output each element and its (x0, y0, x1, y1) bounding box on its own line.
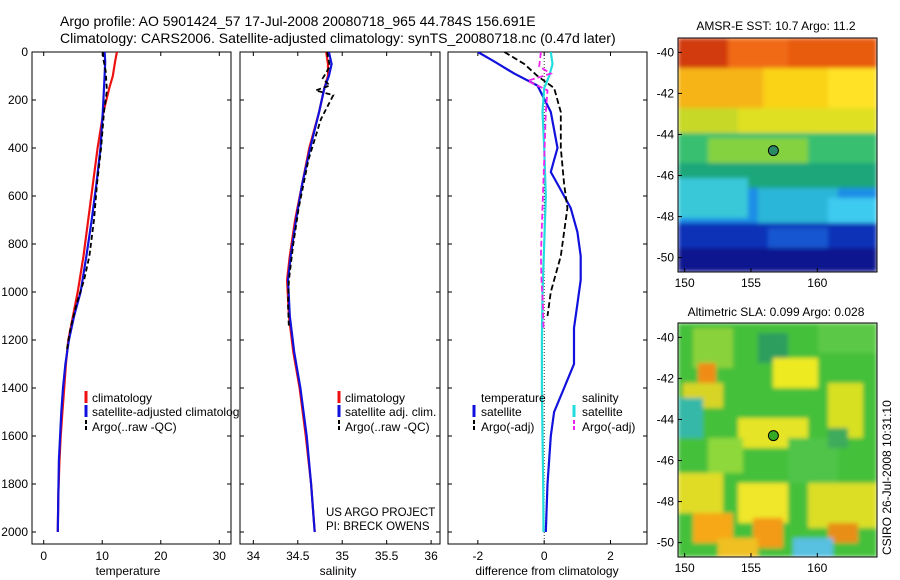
x-tick-label: 36 (424, 549, 438, 563)
series-line-argo-raw-qc- (287, 52, 335, 329)
temperature-profile-chart: 0 200 400 600 800 1000 1200 1400 1600 1800 2000 0 10… (1, 45, 245, 578)
sst-map-frame (677, 37, 878, 273)
lon-tick-label: 155 (741, 276, 761, 290)
x-tick-label: 2 (607, 549, 614, 563)
series-line-salinity-satellite (540, 52, 554, 533)
y-tick-label: 200 (8, 93, 28, 107)
lon-tick-label: 150 (675, 276, 695, 290)
sla-map-frame (677, 322, 878, 558)
x-tick-label: 34 (247, 549, 261, 563)
lon-tick-label: 160 (807, 276, 827, 290)
legend-label-satellite: satellite adj. clim. (345, 405, 436, 419)
sst-map-ticks: 150 155 160 -40 -42 -44 -46 -48 -50 (657, 45, 828, 290)
y-tick-label: 2000 (1, 525, 28, 539)
y-tick-label: 1000 (1, 285, 28, 299)
difference-xlabel: difference from climatology (475, 564, 618, 578)
x-tick-label: 34.5 (286, 549, 310, 563)
series-line-satellite-adjusted-climatology (56, 52, 107, 533)
temperature-legend: climatology satellite-adjusted climatolo… (84, 391, 245, 434)
series-line-salinity-argo-adj- (525, 52, 553, 329)
figure-title-line1: Argo profile: AO 5901424_57 17-Jul-2008 … (60, 13, 536, 29)
difference-axes-frame (447, 51, 648, 545)
legend-label-sal-argo: Argo(-adj) (582, 420, 635, 434)
pi-credit: PI: BRECK OWENS (326, 521, 430, 533)
y-tick-label: 1200 (1, 333, 28, 347)
sla-map-title: Altimetric SLA: 0.099 Argo: 0.028 (688, 305, 865, 319)
series-line-climatology (56, 52, 118, 533)
y-tick-label: 0 (21, 45, 28, 59)
y-tick-label: 600 (8, 189, 28, 203)
salinity-axes-frame (239, 51, 441, 545)
lat-tick-label: -40 (657, 330, 675, 344)
sst-argo-location-marker (767, 145, 779, 157)
sst-map-image (678, 38, 877, 272)
lon-tick-label: 155 (741, 561, 761, 575)
series-line-temperature-argo-adj- (503, 52, 569, 317)
lat-tick-label: -48 (657, 210, 675, 224)
x-tick-label: -2 (473, 549, 484, 563)
x-tick-label: 0 (541, 549, 548, 563)
project-credit: US ARGO PROJECT (326, 507, 435, 519)
lat-tick-label: -44 (657, 127, 675, 141)
sla-map-image (678, 323, 877, 557)
lat-tick-label: -42 (657, 86, 675, 100)
x-tick-label: 10 (96, 549, 110, 563)
legend-header-salinity: salinity (582, 391, 619, 405)
series-line-argo-raw-qc- (65, 52, 108, 353)
lat-tick-label: -48 (657, 495, 675, 509)
sla-argo-location-marker (767, 430, 779, 442)
difference-series-group (477, 52, 582, 533)
x-tick-label: 30 (213, 549, 227, 563)
series-line-satellite-adj-clim- (286, 52, 333, 533)
y-tick-label: 800 (8, 237, 28, 251)
y-tick-label: 1400 (1, 381, 28, 395)
legend-header-temperature: temperature (481, 391, 546, 405)
legend-label-sal-satellite: satellite (582, 405, 623, 419)
csiro-timestamp: CSIRO 26-Jul-2008 10:31:10 (880, 400, 894, 555)
x-tick-label: 35.5 (375, 549, 399, 563)
figure-title-line2: Climatology: CARS2006. Satellite-adjuste… (60, 30, 616, 46)
lat-tick-label: -46 (657, 169, 675, 183)
lat-tick-label: -44 (657, 412, 675, 426)
lon-tick-label: 150 (675, 561, 695, 575)
y-tick-label: 1600 (1, 429, 28, 443)
lat-tick-label: -40 (657, 45, 675, 59)
x-tick-label: 20 (154, 549, 168, 563)
sst-map-title: AMSR-E SST: 10.7 Argo: 11.2 (696, 19, 856, 33)
legend-label-climatology: climatology (92, 391, 152, 405)
sst-map: AMSR-E SST: 10.7 Argo: 11.2 (657, 19, 878, 290)
x-tick-label: 35 (336, 549, 350, 563)
salinity-tick-group: 34 34.5 35 35.5 36 (240, 51, 440, 563)
series-line-climatology (285, 52, 330, 533)
temperature-series-group (56, 52, 118, 533)
lon-tick-label: 160 (807, 561, 827, 575)
series-line-temperature-satellite (477, 52, 582, 533)
lat-tick-label: -46 (657, 454, 675, 468)
salinity-legend: climatology satellite adj. clim. Argo(..… (337, 391, 436, 434)
salinity-series-group (285, 52, 335, 533)
x-tick-label: 0 (40, 549, 47, 563)
lat-tick-label: -50 (657, 251, 675, 265)
legend-label-climatology: climatology (345, 391, 405, 405)
lat-tick-label: -42 (657, 371, 675, 385)
sla-map: Altimetric SLA: 0.099 Argo: 0.028 (657, 305, 878, 575)
legend-label-satellite: satellite-adjusted climatology (92, 405, 245, 419)
temperature-tick-group: 0 200 400 600 800 1000 1200 1400 1600 1800 2000 0 10… (1, 45, 231, 563)
difference-profile-chart: -2 0 2 difference from climatology tempera… (447, 51, 648, 578)
legend-label-argo: Argo(..raw -QC) (92, 420, 177, 434)
legend-label-temp-satellite: satellite (481, 405, 522, 419)
legend-label-argo: Argo(..raw -QC) (345, 420, 430, 434)
y-tick-label: 400 (8, 141, 28, 155)
lat-tick-label: -50 (657, 536, 675, 550)
difference-legend: temperature satellite Argo(-adj) salinit… (472, 391, 635, 434)
legend-label-temp-argo: Argo(-adj) (481, 420, 534, 434)
sla-map-ticks: 150 155 160 -40 -42 -44 -46 -48 -50 (657, 330, 828, 575)
temperature-xlabel: temperature (96, 564, 161, 578)
y-tick-label: 1800 (1, 477, 28, 491)
temperature-axes-frame (31, 51, 232, 545)
salinity-xlabel: salinity (320, 564, 357, 578)
salinity-profile-chart: 34 34.5 35 35.5 36 salinity climatology sate… (239, 51, 441, 578)
